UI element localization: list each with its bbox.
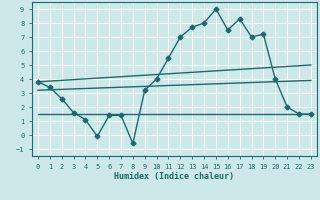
X-axis label: Humidex (Indice chaleur): Humidex (Indice chaleur) [115, 172, 234, 181]
